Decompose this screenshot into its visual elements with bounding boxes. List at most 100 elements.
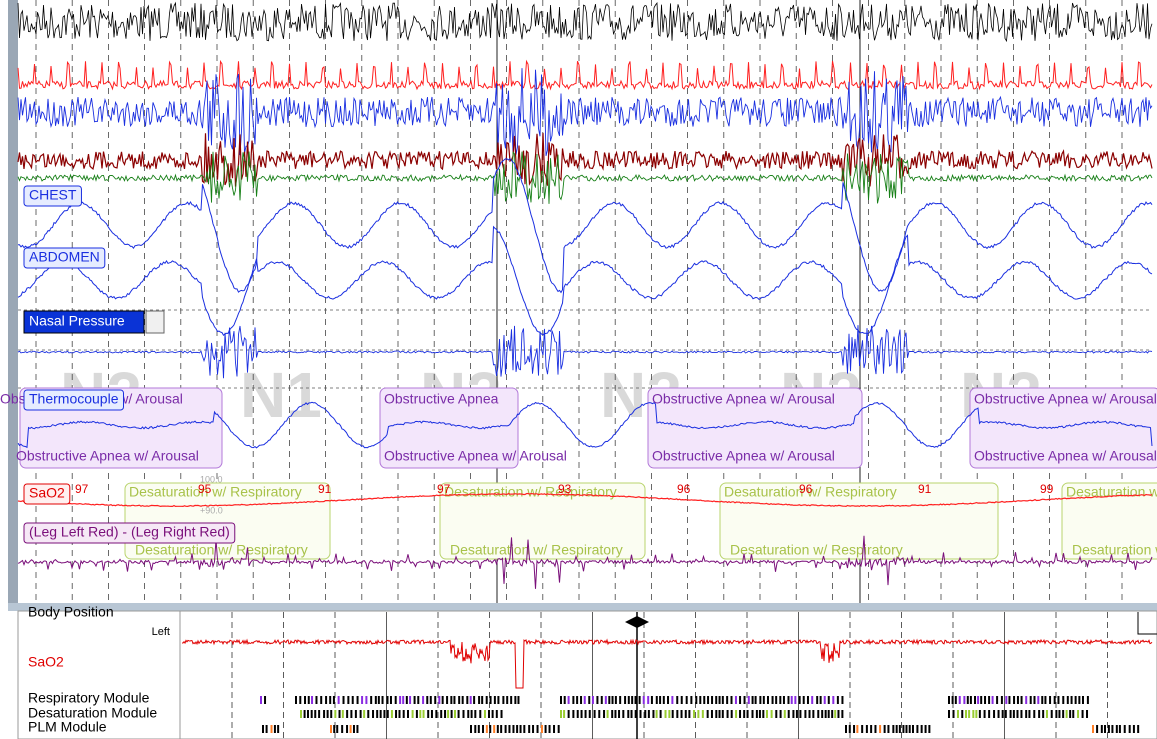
event-tick: [395, 710, 398, 718]
event-tick: [1069, 710, 1072, 718]
event-tick: [671, 696, 674, 704]
spinner[interactable]: [145, 310, 165, 334]
splitter[interactable]: [8, 603, 1157, 611]
event-tick: [516, 725, 519, 733]
event-label: Obstructive Apnea w/ Arousal: [652, 448, 835, 464]
event-tick: [540, 725, 543, 733]
event-tick: [447, 710, 450, 718]
desat-box[interactable]: [719, 482, 999, 560]
event-tick: [817, 710, 820, 718]
signal-trace: [18, 157, 1153, 294]
event-tick: [883, 725, 886, 733]
desat-box[interactable]: [1061, 482, 1157, 560]
channel-label[interactable]: ABDOMEN: [29, 249, 100, 265]
sat-value: 99: [1040, 482, 1054, 496]
event-tick: [726, 696, 729, 704]
event-tick: [491, 710, 494, 718]
signal-trace: [17, 1, 1153, 43]
overview-label: Body Position: [28, 604, 114, 620]
channel-label[interactable]: Nasal Pressure: [29, 313, 125, 329]
event-tick: [528, 725, 531, 733]
event-tick: [326, 710, 329, 718]
channel-label[interactable]: (Leg Left Red) - (Leg Right Red): [29, 524, 230, 540]
event-tick: [608, 696, 611, 704]
event-tick: [557, 725, 560, 733]
event-tick: [1044, 696, 1047, 704]
event-tick: [834, 710, 837, 718]
event-tick: [430, 710, 433, 718]
event-tick: [837, 710, 840, 718]
event-tick: [951, 696, 954, 704]
event-tick: [1092, 725, 1094, 733]
event-tick: [1128, 725, 1131, 733]
channel-label[interactable]: SaO2: [29, 485, 65, 501]
event-tick: [405, 696, 408, 704]
event-tick: [300, 710, 302, 718]
channel-label[interactable]: CHEST: [29, 187, 77, 203]
event-tick: [584, 710, 587, 718]
event-tick: [1062, 710, 1065, 718]
event-tick: [548, 725, 551, 733]
event-tick: [1037, 696, 1040, 704]
event-tick: [444, 710, 447, 718]
event-tick: [836, 696, 839, 704]
event-tick: [1005, 696, 1008, 704]
event-tick: [991, 696, 994, 704]
channel-label-box[interactable]: [23, 522, 236, 544]
event-box[interactable]: [379, 387, 519, 469]
event-tick: [426, 696, 429, 704]
sat-value: 91: [318, 482, 332, 496]
channel-label-box[interactable]: [23, 483, 71, 505]
event-tick: [1020, 696, 1023, 704]
event-box[interactable]: [647, 387, 863, 469]
event-tick: [487, 710, 490, 718]
event-tick: [759, 696, 762, 704]
event-tick: [911, 725, 914, 733]
channel-label-box[interactable]: [23, 185, 82, 207]
event-label: Obstructive Apnea: [384, 391, 499, 407]
event-tick: [821, 710, 824, 718]
event-tick: [1028, 710, 1031, 718]
channel-label-box[interactable]: [23, 389, 124, 411]
event-tick: [336, 725, 339, 733]
signal-trace: [17, 225, 1153, 336]
event-tick: [593, 710, 596, 718]
cursor-marker[interactable]: [625, 616, 649, 628]
event-tick: [354, 710, 357, 718]
event-tick: [341, 710, 344, 718]
event-tick: [680, 696, 683, 704]
channel-label-box[interactable]: [23, 247, 106, 269]
desat-label: Desaturation w/ Respiratory: [724, 484, 897, 500]
event-tick: [611, 710, 614, 718]
event-tick: [980, 696, 983, 704]
event-tick: [895, 725, 898, 733]
event-tick: [1050, 710, 1053, 718]
event-tick: [861, 725, 864, 733]
event-tick: [870, 725, 873, 733]
channel-label-selected[interactable]: [23, 310, 145, 334]
sat-value: 93: [558, 482, 572, 496]
sat-value: 95: [198, 482, 212, 496]
event-tick: [383, 710, 386, 718]
desat-box[interactable]: [439, 482, 646, 560]
event-tick: [961, 710, 964, 718]
event-tick: [997, 710, 1000, 718]
channel-label[interactable]: Thermocouple: [29, 391, 119, 407]
event-tick: [438, 696, 441, 704]
event-tick: [614, 710, 617, 718]
event-tick: [634, 710, 637, 718]
desat-label: Desaturation w/ Respiratory: [1066, 484, 1157, 500]
event-tick: [639, 710, 642, 718]
event-tick: [374, 696, 377, 704]
sat-value: 97: [437, 482, 451, 496]
event-tick: [450, 696, 453, 704]
event-tick: [983, 710, 986, 718]
event-tick: [652, 710, 655, 718]
event-tick: [856, 725, 859, 733]
event-tick: [458, 696, 461, 704]
event-tick: [479, 710, 482, 718]
event-tick: [262, 725, 264, 733]
event-tick: [588, 696, 591, 704]
event-tick: [474, 710, 477, 718]
event-tick: [1123, 725, 1126, 733]
